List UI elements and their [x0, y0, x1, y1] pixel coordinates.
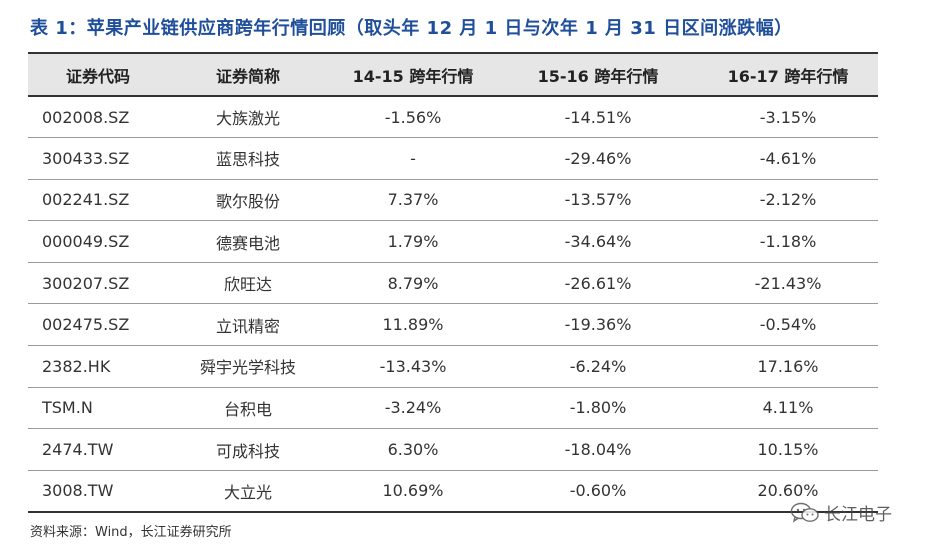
- cell-code: 002241.SZ: [42, 190, 130, 210]
- cell-code: 300207.SZ: [42, 273, 130, 293]
- cell-1617: -2.12%: [759, 190, 817, 210]
- table-title: 表 1：苹果产业链供应商跨年行情回顾（取头年 12 月 1 日与次年 1 月 3…: [30, 18, 793, 39]
- header-row: 证券代码 证券简称 14-15 跨年行情 15-16 跨年行情 16-17 跨年…: [28, 53, 878, 96]
- cell-name: 大族激光: [215, 109, 280, 129]
- cell-1415: -13.43%: [379, 356, 447, 376]
- table-row: 002475.SZ 立讯精密 11.89% -19.36% -0.54%: [28, 304, 878, 346]
- cell-1415: -1.56%: [384, 107, 442, 127]
- table-row: 300433.SZ 蓝思科技 - -29.46% -4.61%: [28, 138, 878, 180]
- header-code: 证券代码: [65, 66, 130, 86]
- table-body: 002008.SZ 大族激光 -1.56% -14.51% -3.15% 300…: [28, 96, 878, 512]
- cell-code: 300433.SZ: [42, 148, 130, 168]
- cell-code: 002008.SZ: [42, 107, 130, 127]
- cell-1516: -29.46%: [564, 148, 632, 168]
- cell-name: 蓝思科技: [215, 150, 280, 170]
- header-1516: 15-16 跨年行情: [537, 66, 659, 86]
- header-1617: 16-17 跨年行情: [727, 66, 849, 86]
- watermark: 长江电子: [790, 500, 892, 525]
- cell-1415: 1.79%: [387, 232, 439, 252]
- table-row: 000049.SZ 德赛电池 1.79% -34.64% -1.18%: [28, 221, 878, 263]
- cell-1516: -0.60%: [569, 481, 627, 501]
- cell-name: 歌尔股份: [215, 191, 280, 211]
- table-row: 300207.SZ 欣旺达 8.79% -26.61% -21.43%: [28, 262, 878, 304]
- cell-1415: 10.69%: [382, 481, 444, 501]
- cell-code: 3008.TW: [42, 481, 114, 501]
- header-1415: 14-15 跨年行情: [352, 66, 474, 86]
- table-row: 3008.TW 大立光 10.69% -0.60% 20.60%: [28, 470, 878, 512]
- cell-1415: 7.37%: [387, 190, 439, 210]
- table-row: 2382.HK 舜宇光学科技 -13.43% -6.24% 17.16%: [28, 346, 878, 388]
- cell-1516: -6.24%: [569, 356, 627, 376]
- cell-1516: -26.61%: [564, 273, 632, 293]
- cell-1516: -14.51%: [564, 107, 632, 127]
- table-header: 证券代码 证券简称 14-15 跨年行情 15-16 跨年行情 16-17 跨年…: [28, 53, 878, 96]
- cell-1415: 11.89%: [382, 315, 444, 335]
- cell-1617: 4.11%: [762, 398, 814, 418]
- cell-name: 欣旺达: [223, 275, 272, 295]
- cell-1617: -3.15%: [759, 107, 817, 127]
- table-row: 002008.SZ 大族激光 -1.56% -14.51% -3.15%: [28, 96, 878, 138]
- cell-1516: -13.57%: [564, 190, 632, 210]
- cell-1617: -21.43%: [754, 273, 822, 293]
- cell-1617: 10.15%: [757, 440, 819, 460]
- table-row: 002241.SZ 歌尔股份 7.37% -13.57% -2.12%: [28, 179, 878, 221]
- cell-1516: -34.64%: [564, 232, 632, 252]
- cell-1617: -0.54%: [759, 315, 817, 335]
- cell-name: 舜宇光学科技: [199, 358, 296, 378]
- cell-1516: -18.04%: [564, 440, 632, 460]
- cell-name: 大立光: [223, 482, 272, 502]
- cell-1415: 6.30%: [387, 440, 439, 460]
- cell-code: 002475.SZ: [42, 315, 130, 335]
- cell-name: 台积电: [223, 399, 272, 419]
- cell-1415: 8.79%: [387, 273, 439, 293]
- data-table: 证券代码 证券简称 14-15 跨年行情 15-16 跨年行情 16-17 跨年…: [28, 52, 878, 513]
- wechat-icon: [790, 501, 820, 525]
- cell-code: 000049.SZ: [42, 232, 130, 252]
- cell-name: 可成科技: [215, 441, 280, 461]
- cell-code: TSM.N: [42, 398, 93, 418]
- cell-1516: -1.80%: [569, 398, 627, 418]
- cell-1617: -1.18%: [759, 232, 817, 252]
- cell-1617: 20.60%: [757, 481, 819, 501]
- header-name: 证券简称: [215, 66, 280, 86]
- source-note: 资料来源：Wind，长江证券研究所: [30, 525, 232, 540]
- cell-1415: -3.24%: [384, 398, 442, 418]
- table-row: 2474.TW 可成科技 6.30% -18.04% 10.15%: [28, 429, 878, 471]
- watermark-text: 长江电子: [824, 505, 892, 525]
- cell-code: 2474.TW: [42, 440, 114, 460]
- cell-1415: -: [410, 148, 416, 168]
- table-row: TSM.N 台积电 -3.24% -1.80% 4.11%: [28, 387, 878, 429]
- cell-1516: -19.36%: [564, 315, 632, 335]
- cell-1617: 17.16%: [757, 356, 819, 376]
- cell-name: 立讯精密: [215, 316, 280, 336]
- cell-code: 2382.HK: [42, 356, 111, 376]
- cell-name: 德赛电池: [215, 233, 280, 253]
- cell-1617: -4.61%: [759, 148, 817, 168]
